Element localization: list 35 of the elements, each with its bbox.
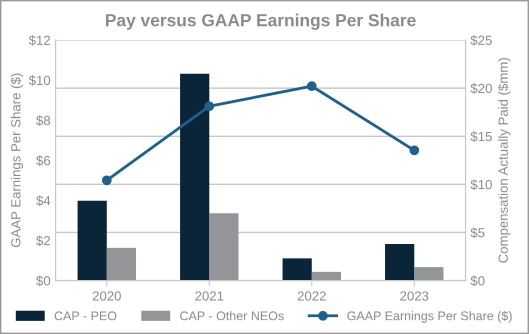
x-tick-label: 2020	[92, 291, 121, 301]
bar	[209, 213, 238, 281]
y2-tick-label: $15	[470, 131, 492, 142]
y2-axis-title: Compensation Actually Paid ($mm)	[498, 58, 510, 263]
bar	[180, 74, 210, 281]
y2-tick-label: $5	[470, 227, 485, 238]
y-tick-label: $6	[36, 155, 50, 166]
legend-label: CAP - Other NEOs	[180, 311, 284, 320]
x-tick-label: 2023	[400, 291, 428, 301]
y-tick-label: $10	[28, 75, 50, 86]
y2-tick-label: $25	[470, 35, 492, 46]
y2-tick-label: $0	[470, 276, 485, 286]
point	[409, 145, 420, 156]
y2-tick-label: $10	[470, 179, 492, 190]
bar	[78, 200, 107, 281]
bar	[312, 272, 341, 281]
y-tick-label: $4	[36, 195, 50, 206]
y-tick-label: $0	[36, 276, 50, 286]
y-tick-label: $8	[36, 115, 50, 126]
bar	[385, 244, 414, 281]
legend-label: GAAP Earnings Per Share ($)	[347, 310, 512, 323]
legend-label: CAP - PEO	[54, 311, 116, 320]
x-tick-label: 2022	[298, 291, 326, 301]
bar	[106, 248, 136, 281]
bar	[414, 267, 444, 281]
point	[102, 176, 112, 186]
point	[306, 81, 317, 92]
y-tick-label: $2	[36, 235, 50, 246]
y-tick-label: $12	[28, 35, 50, 46]
y-axis-title: GAAP Earnings Per Share ($)	[10, 74, 24, 248]
point	[204, 101, 214, 112]
y2-tick-label: $20	[470, 83, 492, 94]
x-tick-label: 2021	[195, 291, 224, 301]
chart-title: Pay versus GAAP Earnings Per Share	[106, 14, 416, 30]
bar	[282, 258, 312, 281]
